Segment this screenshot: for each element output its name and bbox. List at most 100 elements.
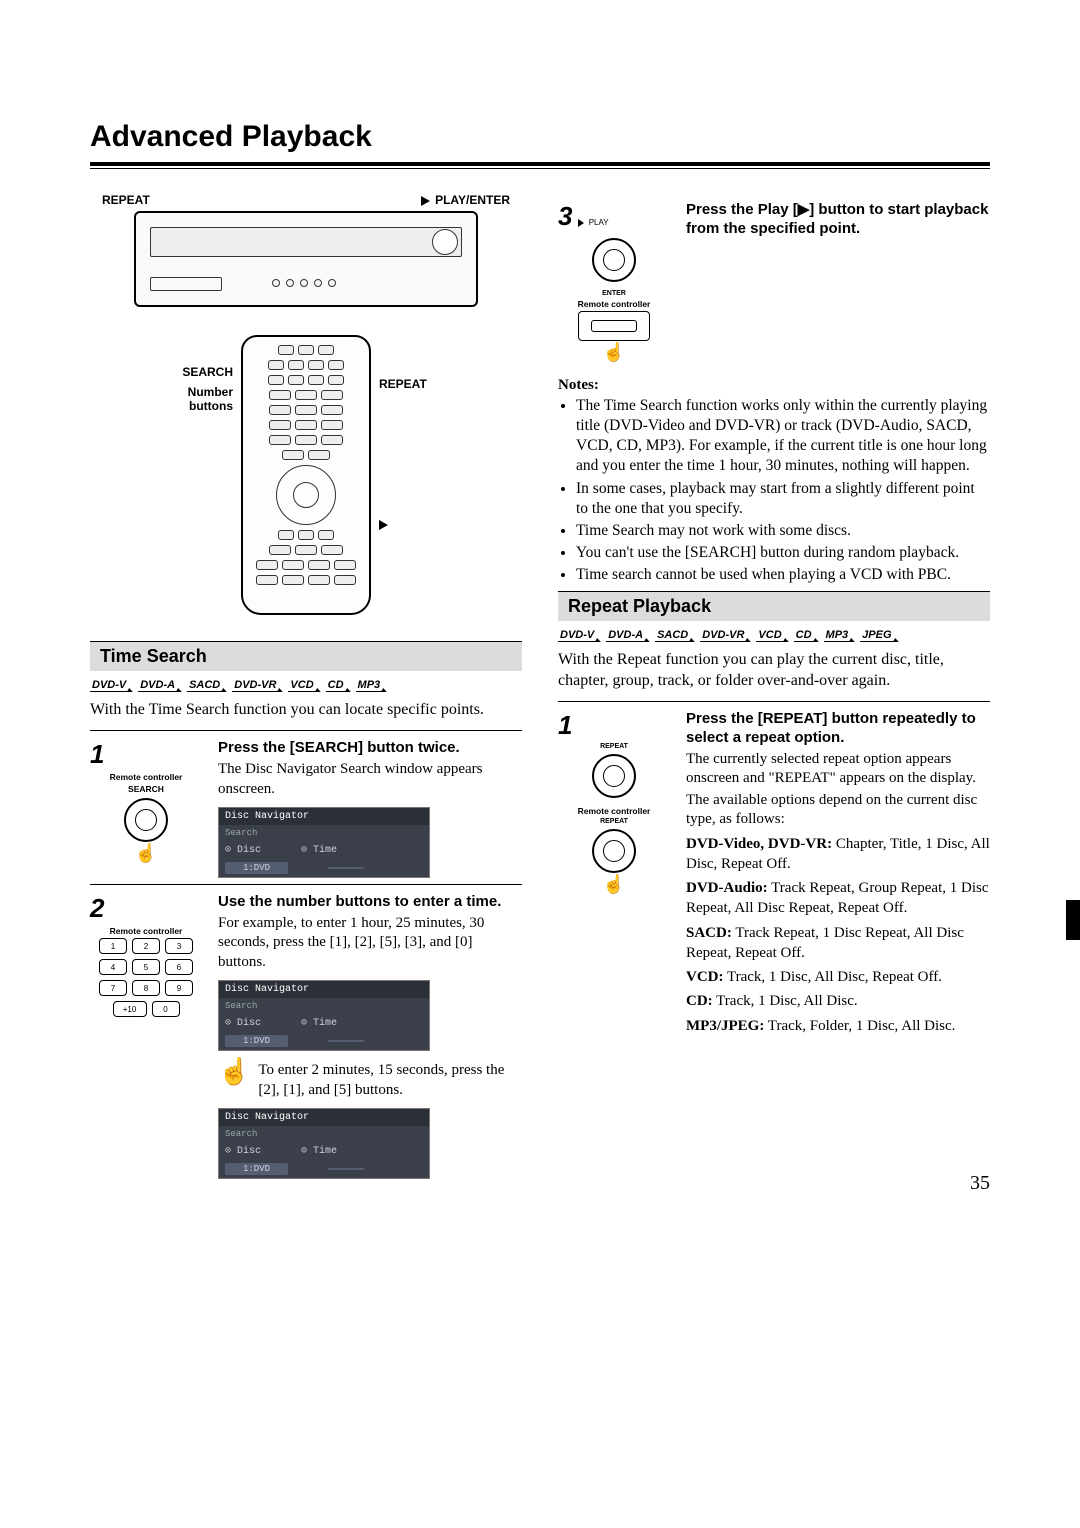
step-text: For example, to enter 1 hour, 25 minutes… <box>218 914 522 973</box>
press-illustration <box>558 754 670 798</box>
section-time-search: Time Search <box>90 641 522 671</box>
number-key: 5 <box>132 959 160 975</box>
disc-type-value: Track, 1 Disc, All Disc, Repeat Off. <box>724 969 942 985</box>
step-head: Press the [REPEAT] button repeatedly to … <box>686 710 990 748</box>
disc-type-line: DVD-Video, DVD-VR: Chapter, Title, 1 Dis… <box>686 834 990 875</box>
number-keys: 123456789 <box>90 938 202 996</box>
label-play-enter: PLAY/ENTER <box>421 193 510 207</box>
nav-time: ⊙ Time <box>301 1017 337 1029</box>
page-number: 35 <box>970 1172 990 1195</box>
disc-navigator-window: Disc Navigator Search ⊙ Disc ⊙ Time 1:DV… <box>218 807 430 878</box>
press-illustration: ☝ <box>90 798 202 862</box>
time-search-intro: With the Time Search function you can lo… <box>90 700 522 720</box>
nav-time: ⊙ Time <box>301 844 337 856</box>
format-badge: SACD <box>187 679 222 692</box>
notes-heading: Notes: <box>558 377 990 394</box>
format-badge: MP3 <box>356 679 383 692</box>
remote-controller-label: Remote controller <box>558 806 670 816</box>
disc-type-key: SACD: <box>686 925 732 941</box>
device-labels: REPEAT PLAY/ENTER <box>90 193 522 207</box>
page-title: Advanced Playback <box>90 120 990 154</box>
nav-time-value <box>328 1168 364 1170</box>
step-number: 1 <box>558 710 670 741</box>
section-repeat-playback: Repeat Playback <box>558 591 990 621</box>
disc-type-line: VCD: Track, 1 Disc, All Disc, Repeat Off… <box>686 967 990 987</box>
format-row-right: DVD-VDVD-ASACDDVD-VRVCDCDMP3JPEG <box>558 629 990 642</box>
remote-controller-label: Remote controller <box>90 772 202 782</box>
nav-disc-value: 1:DVD <box>225 1163 288 1175</box>
rule-thick <box>90 162 990 166</box>
disc-type-key: MP3/JPEG: <box>686 1018 764 1034</box>
number-key: 6 <box>165 959 193 975</box>
nav-disc: ⊙ Disc <box>225 1017 261 1029</box>
number-key: 1 <box>99 938 127 954</box>
repeat-step-1: 1 REPEAT Remote controller REPEAT ☝ Pres… <box>558 701 990 1036</box>
label-search: SEARCH <box>163 365 233 379</box>
disc-navigator-window: Disc Navigator Search ⊙ Disc ⊙ Time 1:DV… <box>218 1108 430 1179</box>
label-number-buttons: Number buttons <box>163 385 233 413</box>
number-key: 4 <box>99 959 127 975</box>
left-column: REPEAT PLAY/ENTER SEARCH Number buttons <box>90 193 522 1185</box>
finger-icon: ☝ <box>558 343 670 361</box>
nav-sub: Search <box>219 1126 429 1142</box>
finger-icon: ☝ <box>603 875 625 893</box>
enter-label: ENTER <box>558 290 670 297</box>
nav-time-value <box>328 867 364 869</box>
number-key: 8 <box>132 980 160 996</box>
nav-title: Disc Navigator <box>219 981 429 998</box>
remote-controller-label: Remote controller <box>90 926 202 936</box>
format-badge: DVD-A <box>606 629 645 642</box>
format-badge: SACD <box>655 629 690 642</box>
step-number: 3 <box>558 201 572 232</box>
repeat-button-label: REPEAT <box>558 743 670 750</box>
disc-navigator-window: Disc Navigator Search ⊙ Disc ⊙ Time 1:DV… <box>218 980 430 1051</box>
press-illustration <box>558 238 670 282</box>
remote-illustration: SEARCH Number buttons <box>90 335 522 615</box>
step-head: Use the number buttons to enter a time. <box>218 893 522 912</box>
step-3: 3 PLAY ENTER Remote controller ☝ Press t… <box>558 193 990 361</box>
nav-disc: ⊙ Disc <box>225 1145 261 1157</box>
format-badge: CD <box>794 629 814 642</box>
disc-type-key: VCD: <box>686 969 724 985</box>
side-tab <box>1066 900 1080 940</box>
step-2: 2 Remote controller 123456789 +100 Use t… <box>90 884 522 1179</box>
nav-time-value <box>328 1040 364 1042</box>
step-1: 1 Remote controller SEARCH ☝ Press the [… <box>90 730 522 878</box>
nav-sub: Search <box>219 998 429 1014</box>
nav-title: Disc Navigator <box>219 808 429 825</box>
label-repeat: REPEAT <box>102 193 150 207</box>
disc-type-line: DVD-Audio: Track Repeat, Group Repeat, 1… <box>686 878 990 919</box>
note-item: You can't use the [SEARCH] button during… <box>576 543 990 563</box>
play-icon <box>578 219 584 227</box>
device-illustration <box>134 211 478 307</box>
search-button-label: SEARCH <box>90 784 202 794</box>
format-badge: DVD-VR <box>232 679 278 692</box>
note-item: The Time Search function works only with… <box>576 396 990 477</box>
disc-types-list: DVD-Video, DVD-VR: Chapter, Title, 1 Dis… <box>686 834 990 1036</box>
remote-body <box>241 335 371 615</box>
disc-type-value: Track, Folder, 1 Disc, All Disc. <box>764 1018 955 1034</box>
nav-disc-value: 1:DVD <box>225 1035 288 1047</box>
repeat-intro: With the Repeat function you can play th… <box>558 650 990 691</box>
press-illustration: ☝ <box>558 829 670 893</box>
format-badge: DVD-V <box>90 679 128 692</box>
number-key: 7 <box>99 980 127 996</box>
number-key: 3 <box>165 938 193 954</box>
format-badge: DVD-V <box>558 629 596 642</box>
button-ring-icon <box>592 829 636 873</box>
disc-type-key: DVD-Video, DVD-VR: <box>686 836 832 852</box>
label-repeat-remote: REPEAT <box>379 377 449 391</box>
right-column: 3 PLAY ENTER Remote controller ☝ Press t… <box>558 193 990 1185</box>
finger-icon: ☝ <box>135 844 157 862</box>
step-head: Press the Play [▶] button to start playb… <box>686 201 990 239</box>
step-text: To enter 2 minutes, 15 seconds, press th… <box>258 1061 522 1100</box>
disc-type-line: CD: Track, 1 Disc, All Disc. <box>686 991 990 1011</box>
button-ring-icon <box>592 754 636 798</box>
play-label: PLAY <box>578 218 608 227</box>
format-badge: DVD-A <box>138 679 177 692</box>
button-ring-icon <box>592 238 636 282</box>
number-key: 0 <box>152 1001 180 1017</box>
disc-type-value: Track, 1 Disc, All Disc. <box>713 993 858 1009</box>
step-number: 2 <box>90 893 202 924</box>
remote-controller-label: Remote controller <box>558 299 670 309</box>
